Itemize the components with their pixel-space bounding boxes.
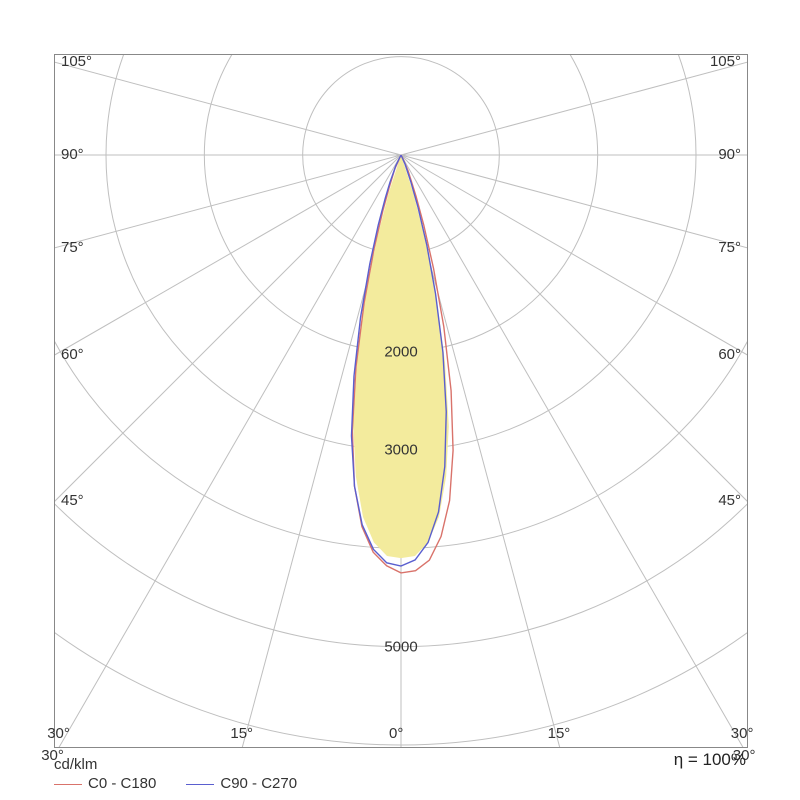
angle-label-left: 90° xyxy=(61,146,84,163)
angle-label-left: 45° xyxy=(61,492,84,509)
ring-label: 3000 xyxy=(384,442,417,459)
unit-label: cd/klm xyxy=(54,756,297,773)
ring-label: 2000 xyxy=(384,343,417,360)
ring-label: 5000 xyxy=(384,638,417,655)
angle-label-bottom: 30° xyxy=(47,725,70,742)
angle-label-bottom: 0° xyxy=(389,725,403,742)
eta-label: η = 100% xyxy=(674,750,746,770)
angle-label-right: 90° xyxy=(718,146,741,163)
legend: cd/klm C0 - C180 C90 - C270 xyxy=(54,756,297,792)
angle-label-left: 75° xyxy=(61,239,84,256)
legend-item: C90 - C270 xyxy=(186,775,297,792)
legend-swatch xyxy=(186,784,214,785)
angle-label-left: 60° xyxy=(61,346,84,363)
angle-label-left: 105° xyxy=(61,53,92,70)
legend-label: C0 - C180 xyxy=(88,775,156,792)
angle-label-bottom: 15° xyxy=(230,725,253,742)
angle-label-right: 75° xyxy=(718,239,741,256)
angle-label-right: 105° xyxy=(710,53,741,70)
angle-label-right: 45° xyxy=(718,492,741,509)
polar-chart: 200030005000105°90°75°60°45°30°105°90°75… xyxy=(54,54,748,748)
angle-label-bottom: 15° xyxy=(548,725,571,742)
angle-label-bottom: 30° xyxy=(731,725,754,742)
legend-label: C90 - C270 xyxy=(220,775,297,792)
legend-item: C0 - C180 xyxy=(54,775,156,792)
legend-swatch xyxy=(54,784,82,785)
angle-label-right: 60° xyxy=(718,346,741,363)
